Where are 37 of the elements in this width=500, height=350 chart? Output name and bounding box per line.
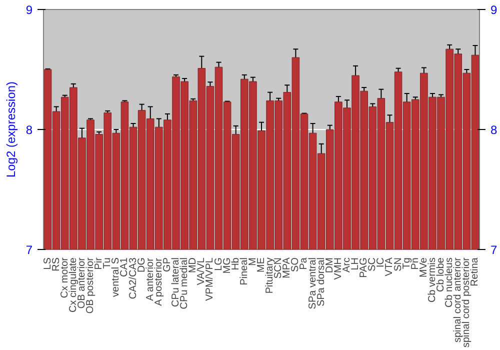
x-tick-label: A anterior [144, 257, 156, 301]
x-tick-label: SPa dorsal [316, 257, 327, 306]
x-tick-label: RS [50, 257, 62, 272]
y-tick-label: 8 [26, 123, 33, 137]
y2-tick-label: 9 [490, 3, 498, 17]
x-tick-label: VTA [384, 257, 396, 276]
y-tick-label: 7 [26, 243, 33, 257]
y2-tick-label: 7 [490, 243, 498, 257]
y-axis-title: Log2 (expression) [4, 81, 18, 178]
x-tick-label: Pituitary [264, 258, 276, 294]
x-tick-label: Tg [401, 258, 412, 270]
x-tick-label: CA2/CA3 [128, 257, 139, 300]
x-tick-label: LG [213, 257, 224, 271]
x-tick-label: VPM/VPL [204, 257, 216, 301]
y2-tick-label: 8 [490, 123, 498, 137]
x-tick-label: Pineal [238, 257, 250, 286]
x-tick-label: DM [324, 257, 336, 274]
x-tick-label: CA1 [119, 257, 130, 277]
x-tick-label: Hb [230, 257, 242, 270]
x-tick-label: Pa [298, 257, 310, 270]
x-tick-label: MVe [418, 257, 430, 278]
x-tick-label: OB posterior [85, 256, 96, 314]
x-tick-label: SN [392, 257, 404, 272]
x-tick-label: spinal cord posterior [461, 256, 472, 348]
x-tick-label: LS [42, 257, 54, 270]
x-tick-label: M [247, 257, 258, 266]
x-tick-label: VMH [332, 257, 344, 280]
x-tick-label: Cx cingulate [68, 257, 79, 313]
x-tick-label: GP [162, 257, 173, 272]
x-tick-label: Retina [470, 257, 481, 286]
x-tick-label: ME [256, 257, 267, 272]
x-tick-label: Pn [410, 257, 421, 270]
x-tick-label: DG [136, 257, 148, 272]
x-tick-label: OB anterior [76, 256, 88, 309]
x-tick-label: A posterior [153, 257, 164, 306]
x-tick-label: Arc [341, 258, 352, 272]
y-tick-label: 9 [26, 3, 33, 17]
